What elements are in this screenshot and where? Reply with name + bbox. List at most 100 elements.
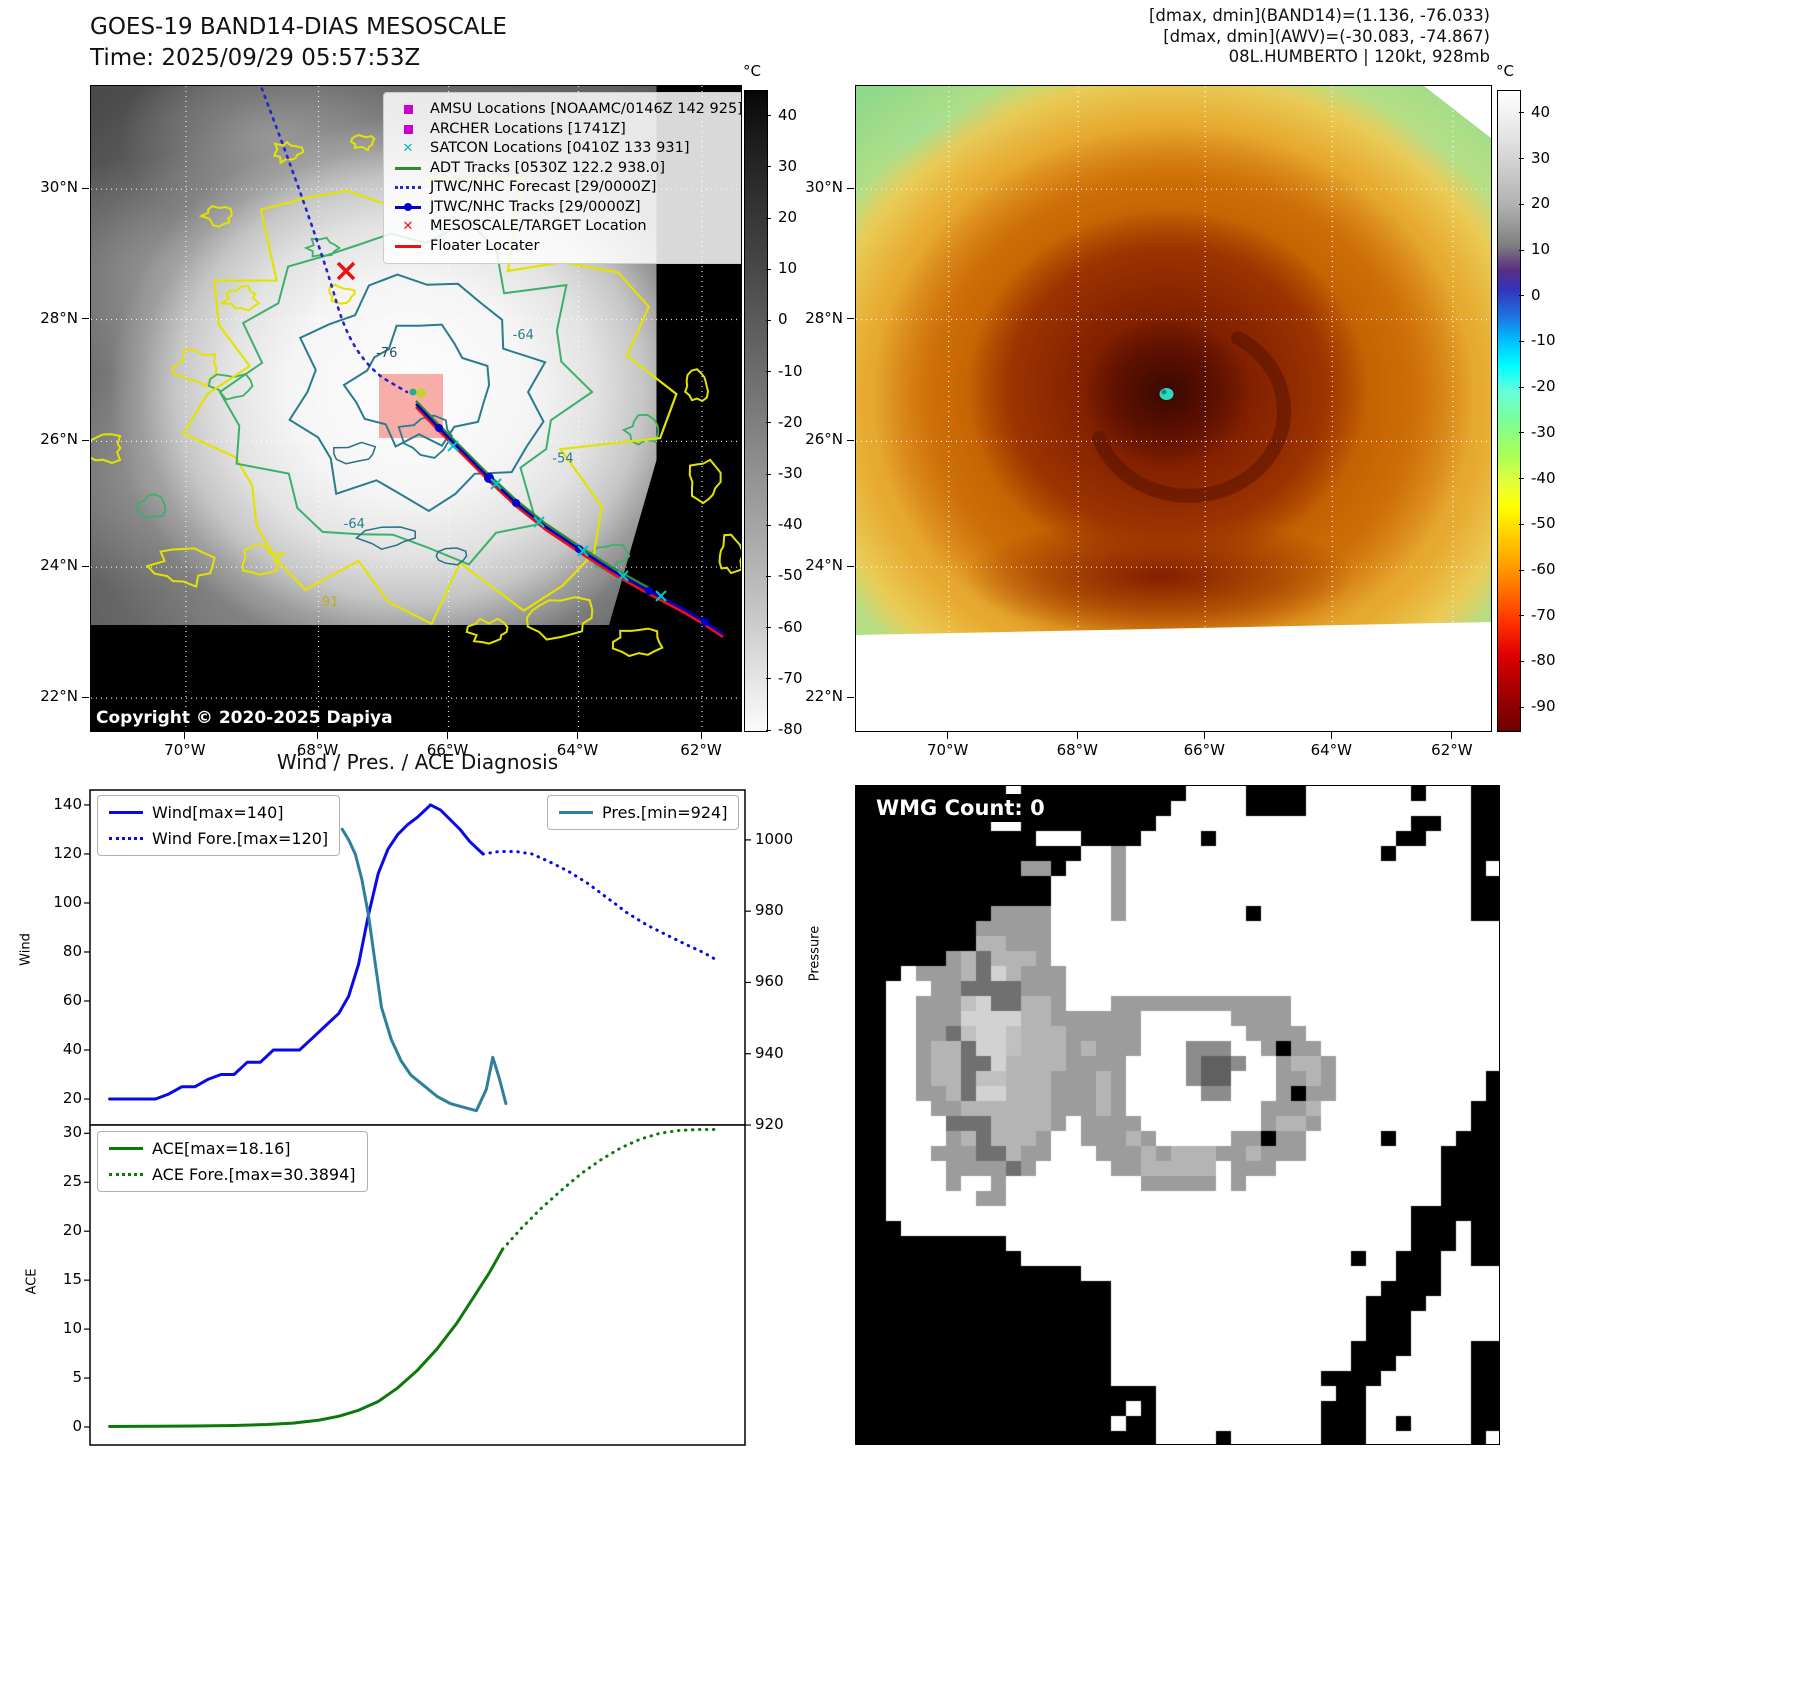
map1-title-line2: Time: 2025/09/29 05:57:53Z (90, 45, 421, 71)
y2-tick-label: 920 (755, 1115, 784, 1133)
y-tick-label: 20 (62, 1221, 82, 1240)
colorbar-tick-label: -60 (1531, 560, 1556, 578)
map-legend-label: JTWC/NHC Tracks [29/0000Z] (430, 198, 641, 215)
map-legend-item: ✕ MESOSCALE/TARGET Location (394, 217, 741, 237)
line-dot-legend-icon (394, 203, 422, 212)
colorbar-tick-mark (1519, 249, 1524, 251)
colorbar-tick-mark (766, 115, 771, 117)
pressure-axis-label: Pressure (807, 925, 823, 982)
lat-tick-label: 26°N (40, 430, 78, 449)
line-legend-icon (394, 244, 422, 248)
contour-label: 91 (322, 595, 339, 610)
contour-label: -64 (344, 517, 365, 532)
lon-tick-label: 64°W (556, 741, 599, 759)
colorbar-tick-label: 10 (778, 259, 798, 278)
colorbar-tick-label: -40 (778, 515, 803, 534)
contour-label: -64 (513, 328, 534, 343)
lon-tick-mark (947, 732, 949, 739)
lat-tick-mark (82, 696, 89, 698)
lat-tick-mark (82, 318, 89, 319)
colorbar-tick-label: -70 (778, 668, 803, 687)
lat-tick-label: 30°N (40, 178, 78, 197)
lat-tick-label: 22°N (40, 687, 78, 706)
colorbar-tick-label: -10 (778, 361, 803, 380)
lat-tick-mark (847, 187, 854, 189)
legend-item: Wind[max=140] (109, 803, 328, 822)
y-tick-label: 15 (62, 1270, 82, 1289)
colorbar-tick-mark (766, 524, 771, 526)
lat-tick-mark (82, 187, 89, 189)
map2-title-line1: [dmax, dmin](BAND14)=(1.136, -76.033) (1148, 6, 1490, 25)
lat-tick-label: 28°N (805, 308, 843, 327)
map1-colorbar-unit: °C (743, 62, 761, 80)
y-tick-label: 60 (62, 991, 82, 1009)
map-legend-item: ADT Tracks [0530Z 122.2 938.0] (394, 159, 741, 179)
map1-overlay: -76 -64 -54 -64 91 (91, 86, 741, 731)
map-legend-item: Floater Locater (394, 237, 741, 257)
colorbar-tick-mark (766, 268, 771, 270)
colorbar-tick-label: 40 (1531, 102, 1551, 121)
map-legend-label: ADT Tracks [0530Z 122.2 938.0] (430, 159, 666, 176)
colorbar-tick-label: 10 (1531, 240, 1551, 258)
colorbar-tick-label: 20 (778, 208, 798, 226)
lat-tick-mark (847, 318, 854, 319)
colorbar-tick-mark (1519, 295, 1524, 297)
colorbar-tick-label: -80 (1531, 651, 1556, 670)
colorbar-tick-label: 0 (778, 310, 788, 329)
colorbar-tick-mark (1519, 569, 1524, 571)
square-legend-icon (394, 124, 422, 134)
colorbar-tick-mark (766, 729, 771, 731)
colorbar-tick-mark (766, 319, 771, 321)
colorbar-tick-mark (766, 473, 771, 475)
lon-tick-mark (317, 732, 318, 739)
lon-tick-mark (1451, 732, 1453, 739)
lon-tick-label: 66°W (1183, 741, 1225, 759)
colorbar-tick-label: -20 (1531, 377, 1556, 396)
line-sample-icon (559, 811, 593, 814)
map-legend-item: AMSU Locations [NOAAMC/0146Z 142 925] (394, 100, 742, 120)
dotted-legend-icon (394, 186, 422, 190)
colorbar-tick-mark (1519, 112, 1524, 114)
y-tick-label: 40 (62, 1040, 82, 1058)
colorbar-tick-mark (1519, 523, 1524, 525)
map1-colorbar (744, 90, 768, 732)
colorbar-tick-label: 30 (778, 156, 798, 175)
legend-item: ACE Fore.[max=30.3894] (109, 1165, 356, 1184)
chart-legend: Pres.[min=924] (547, 795, 740, 830)
y-tick-label: 100 (53, 893, 82, 911)
lat-tick-mark (847, 439, 854, 441)
lat-tick-mark (82, 439, 89, 441)
colorbar-tick-mark (1519, 340, 1524, 342)
map-legend-label: AMSU Locations [NOAAMC/0146Z 142 925] (430, 101, 742, 117)
map-legend-item: JTWC/NHC Tracks [29/0000Z] (394, 198, 741, 218)
dotted-line-sample-icon (109, 1173, 143, 1176)
map2-colorbar-unit: °C (1496, 62, 1514, 80)
colorbar-tick-label: 0 (1531, 285, 1541, 304)
y-tick-label: 20 (62, 1089, 82, 1107)
map1-title: GOES-19 BAND14-DIAS MESOSCALE Time: 2025… (90, 12, 507, 74)
legend-item: Pres.[min=924] (559, 803, 727, 822)
legend-label: Wind[max=140] (152, 803, 284, 822)
colorbar-tick-mark (766, 166, 771, 168)
legend-label: Pres.[min=924] (602, 803, 728, 822)
colorbar-tick-mark (766, 627, 771, 629)
colorbar-tick-mark (1519, 432, 1524, 434)
colorbar-tick-label: -30 (778, 464, 803, 482)
colorbar-tick-label: -80 (778, 720, 803, 738)
map-legend-item: ARCHER Locations [1741Z] (394, 120, 741, 140)
x-legend-icon: ✕ (402, 141, 414, 156)
colorbar-tick-mark (766, 422, 771, 424)
y2-tick-label: 960 (755, 972, 784, 991)
colorbar-tick-mark (1519, 706, 1524, 708)
colorbar-tick-mark (766, 678, 771, 680)
lon-tick-mark (1330, 732, 1332, 739)
colorbar-tick-label: -20 (778, 412, 803, 431)
colorbar-tick-label: 40 (778, 105, 798, 124)
y-tick-label: 25 (62, 1172, 82, 1191)
map-legend-item: ✕ SATCON Locations [0410Z 133 931] (394, 139, 741, 159)
colorbar-tick-mark (1519, 386, 1524, 388)
map2-overlay (856, 86, 1491, 731)
colorbar-tick-label: -10 (1531, 331, 1556, 350)
colorbar-tick-label: -60 (778, 617, 803, 636)
